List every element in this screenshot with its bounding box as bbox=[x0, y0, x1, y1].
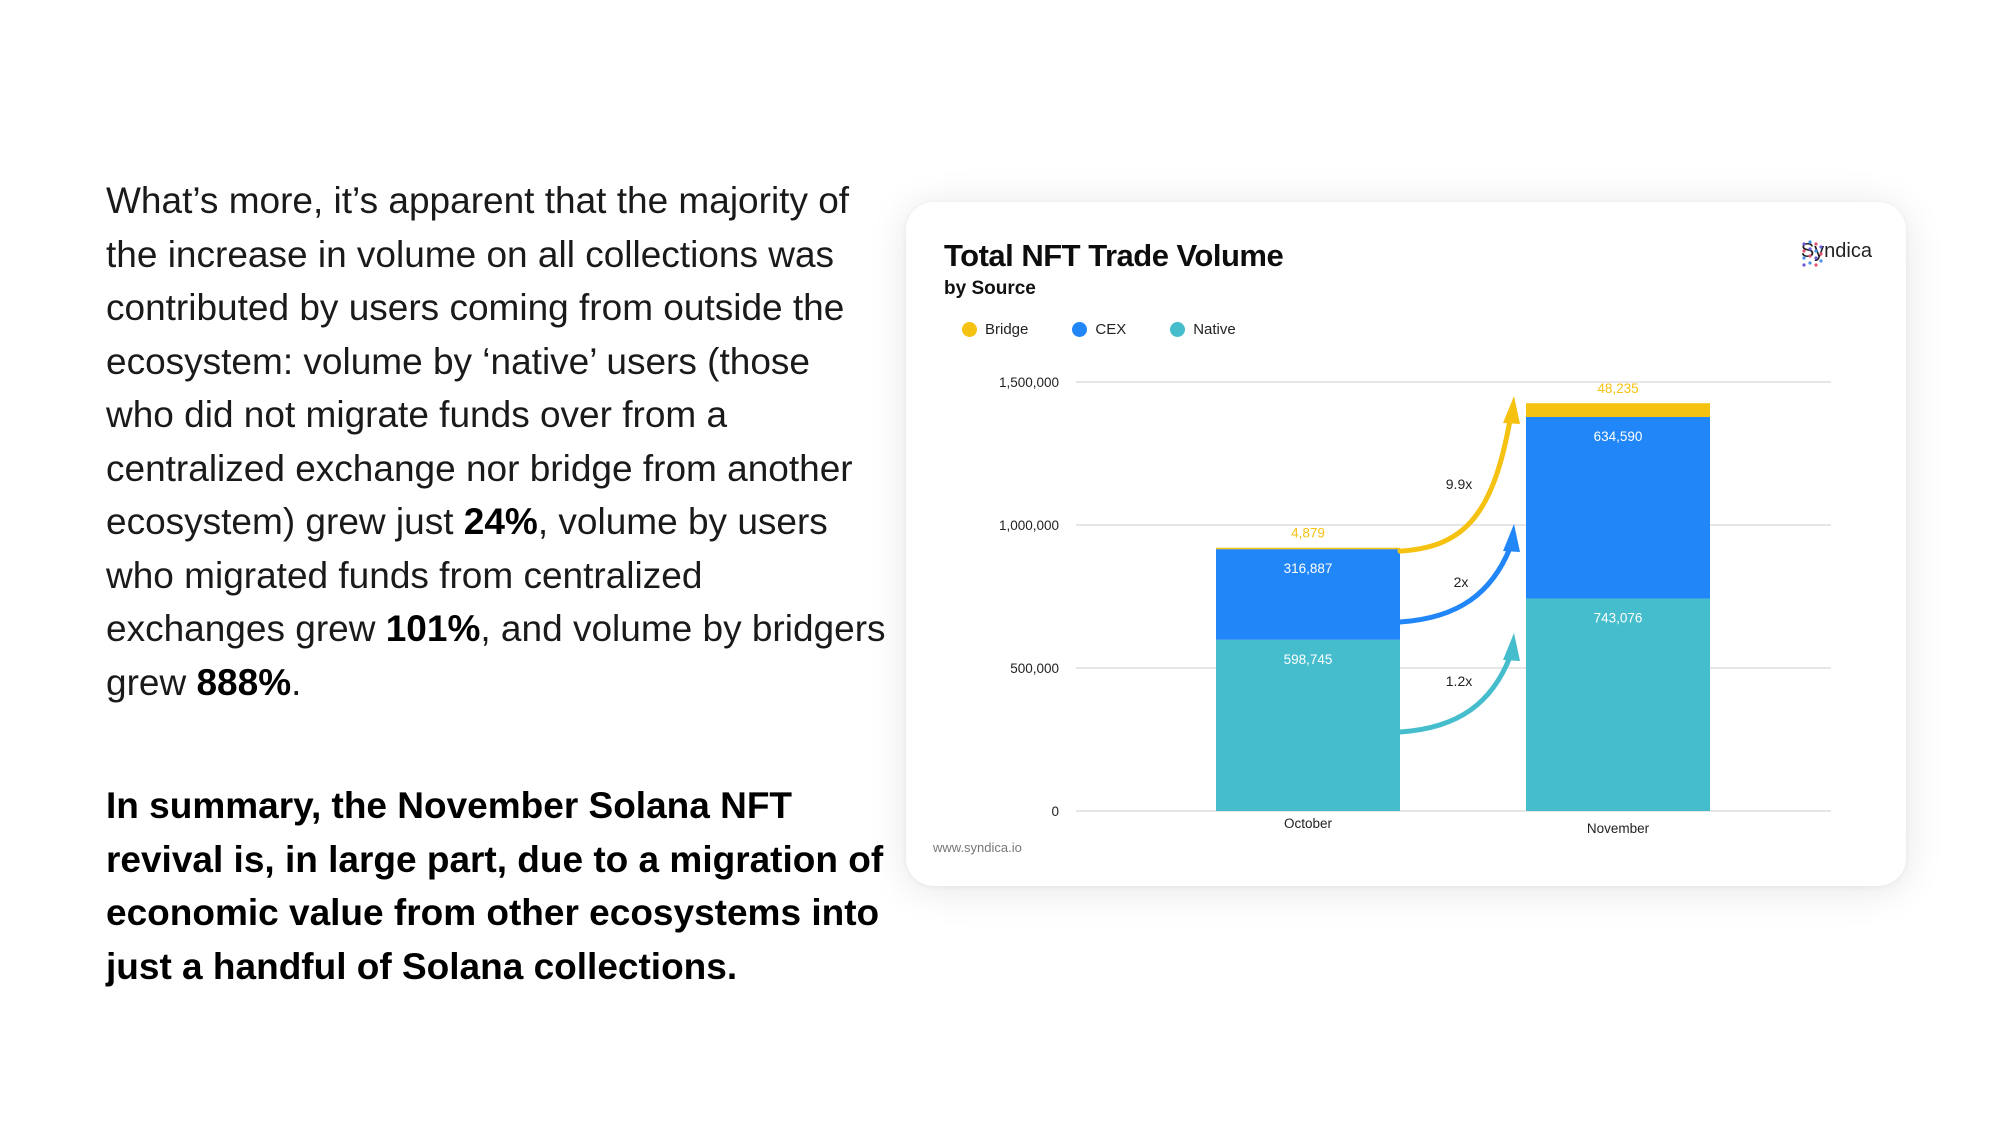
chart-card: 0 500,000 1,000,000 1,500,000 598,745 316,887… bbox=[906, 202, 1906, 886]
arrow-head-icon bbox=[1503, 633, 1520, 661]
bridge-growth-value: 888% bbox=[196, 661, 292, 703]
legend-item-bridge: Bridge bbox=[962, 321, 1028, 338]
arrow-head-icon bbox=[1503, 396, 1520, 424]
y-tick-label: 500,000 bbox=[1010, 661, 1059, 676]
paragraph-text: , volume by users who migrated funds fro… bbox=[106, 501, 828, 649]
native-growth-value: 24% bbox=[463, 501, 538, 542]
y-tick-label: 0 bbox=[1051, 804, 1059, 819]
paragraph-text: What’s more, it’s apparent that the majo… bbox=[106, 180, 853, 542]
paragraph-text: . bbox=[291, 661, 302, 703]
growth-arrow-native bbox=[1397, 654, 1513, 735]
paragraph-text: , and volume by bridgers grew bbox=[106, 608, 886, 703]
chart-svg: 0 500,000 1,000,000 1,500,000 598,745 316,887… bbox=[999, 375, 1831, 836]
legend-label: Bridge bbox=[985, 321, 1029, 338]
source-url: www.syndica.io bbox=[933, 840, 1022, 855]
data-label-native: 598,745 bbox=[1284, 652, 1333, 667]
data-label-bridge: 4,879 bbox=[1291, 526, 1325, 541]
growth-multiplier-label: 9.9x bbox=[1446, 476, 1472, 492]
bar-segment-cex bbox=[1216, 549, 1400, 640]
y-tick-label: 1,000,000 bbox=[999, 518, 1059, 533]
article-text: What’s more, it’s apparent that the majo… bbox=[106, 174, 886, 993]
bar-segment-native bbox=[1216, 639, 1400, 811]
chart-subtitle: by Source bbox=[944, 278, 1036, 299]
legend-item-native: Native bbox=[1170, 321, 1236, 338]
bar-segment-cex bbox=[1526, 416, 1710, 599]
data-label-native: 743,076 bbox=[1594, 610, 1643, 625]
arrow-head-icon bbox=[1503, 524, 1520, 552]
brand-name: Syndica bbox=[1800, 240, 1872, 262]
legend-label: CEX bbox=[1095, 321, 1127, 338]
cex-growth-value: 101% bbox=[385, 608, 481, 649]
chart-title: Total NFT Trade Volume bbox=[944, 238, 1284, 273]
bar-segment-bridge bbox=[1216, 547, 1400, 550]
growth-arrow-cex bbox=[1397, 545, 1513, 625]
legend-swatch-cex bbox=[1072, 322, 1088, 337]
bar-segment-bridge bbox=[1526, 403, 1710, 417]
summary-paragraph: In summary, the November Solana NFT revi… bbox=[106, 785, 884, 987]
growth-multiplier-label: 1.2x bbox=[1446, 673, 1472, 689]
growth-arrow-bridge bbox=[1397, 417, 1513, 554]
legend-item-cex: CEX bbox=[1072, 321, 1126, 338]
data-label-cex: 634,590 bbox=[1594, 429, 1643, 444]
legend-swatch-native bbox=[1170, 322, 1186, 337]
syndica-logo-icon bbox=[1802, 240, 1823, 267]
bar-segment-native bbox=[1526, 598, 1710, 811]
growth-multiplier-label: 2x bbox=[1454, 574, 1469, 590]
legend-swatch-bridge bbox=[962, 322, 977, 337]
legend-label: Native bbox=[1193, 321, 1236, 338]
brand-logo: Syndica bbox=[1800, 240, 1872, 267]
x-tick-label: November bbox=[1587, 821, 1650, 836]
body-paragraph: What’s more, it’s apparent that the majo… bbox=[106, 174, 886, 709]
y-tick-label: 1,500,000 bbox=[999, 375, 1059, 390]
data-label-bridge: 48,235 bbox=[1597, 381, 1638, 396]
data-label-cex: 316,887 bbox=[1284, 561, 1333, 576]
chart-legend: Bridge CEX Native bbox=[962, 321, 1280, 338]
x-tick-label: October bbox=[1284, 816, 1333, 831]
